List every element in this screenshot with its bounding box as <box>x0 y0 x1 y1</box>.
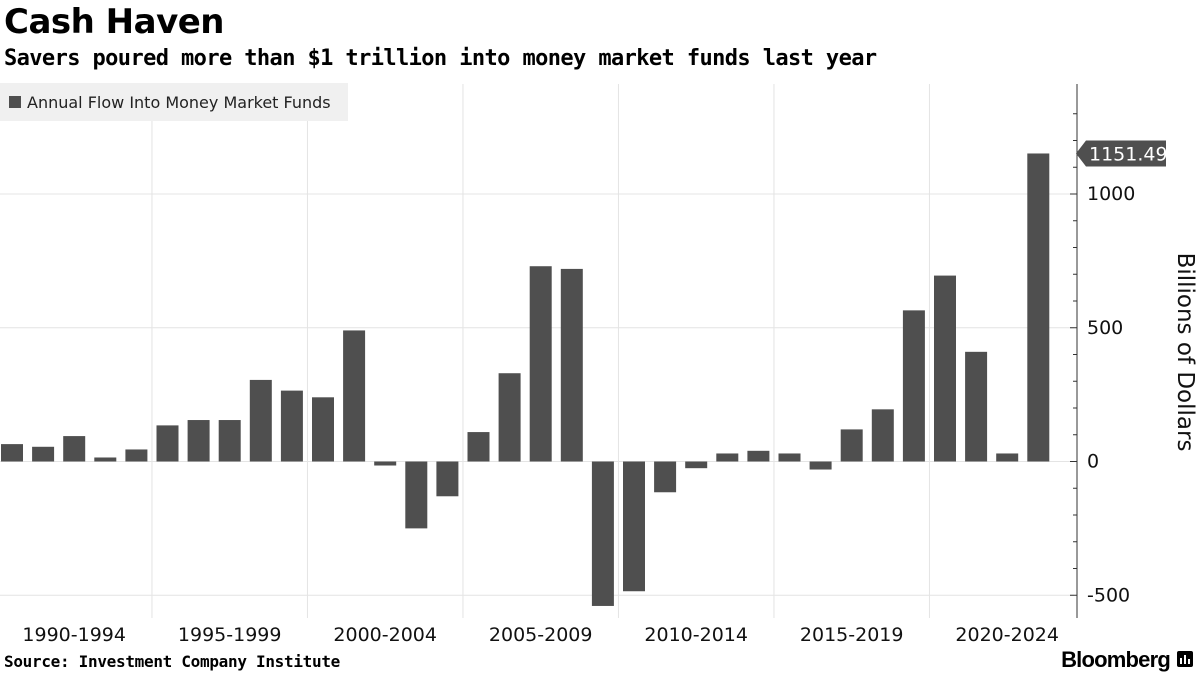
x-tick-label: 2005-2009 <box>489 624 593 646</box>
bar-2001 <box>343 330 366 462</box>
bar-2005 <box>467 432 490 462</box>
bar-1997 <box>218 420 241 462</box>
bar-1992 <box>63 436 86 462</box>
x-tick-label: 2010-2014 <box>644 624 748 646</box>
bar-2020 <box>934 275 956 462</box>
x-tick-label: 2000-2004 <box>333 624 437 646</box>
x-tick-label: 1990-1994 <box>22 624 126 646</box>
chart-legend: Annual Flow Into Money Market Funds <box>0 83 348 121</box>
legend-swatch <box>9 96 21 108</box>
y-tick-label: 0 <box>1087 451 1099 473</box>
bar-2013 <box>716 453 739 462</box>
chart-title: Cash Haven <box>4 2 225 42</box>
bar-2004 <box>436 461 459 497</box>
last-value-label: 1151.49 <box>1089 143 1168 165</box>
y-tick-label: -500 <box>1087 584 1130 606</box>
bloomberg-bars-icon <box>1177 651 1193 667</box>
bar-2012 <box>685 461 708 469</box>
bar-2002 <box>374 461 397 466</box>
x-tick-label: 1995-1999 <box>178 624 282 646</box>
bar-2010 <box>623 461 645 592</box>
bar-1995 <box>156 425 179 462</box>
bar-2021 <box>965 351 988 462</box>
last-value-callout <box>1076 140 1166 167</box>
bar-2015 <box>778 453 801 462</box>
bar-1999 <box>280 390 303 462</box>
bar-2019 <box>902 310 925 462</box>
bar-2016 <box>809 461 832 470</box>
y-axis-title: Billions of Dollars <box>1172 253 1198 452</box>
bar-2000 <box>312 397 334 462</box>
x-tick-label: 2015-2019 <box>800 624 904 646</box>
bar-2008 <box>560 268 583 462</box>
bar-2006 <box>498 373 521 462</box>
legend-label: Annual Flow Into Money Market Funds <box>27 92 331 112</box>
bar-2022 <box>996 453 1019 462</box>
bar-2011 <box>654 461 677 493</box>
y-tick-label: 1000 <box>1087 183 1135 205</box>
bar-2014 <box>747 450 770 462</box>
bar-1991 <box>32 446 55 462</box>
source-note: Source: Investment Company Institute <box>4 652 340 671</box>
bloomberg-logo: Bloomberg <box>1061 647 1171 672</box>
bar-1998 <box>249 379 272 462</box>
y-tick-label: 500 <box>1087 317 1123 339</box>
chart-subtitle: Savers poured more than $1 trillion into… <box>4 46 877 71</box>
bar-2009 <box>591 461 614 606</box>
bar-2023 <box>1027 153 1050 462</box>
bar-2003 <box>405 461 428 529</box>
bar-2017 <box>840 429 863 462</box>
bar-1994 <box>125 449 148 462</box>
bar-2018 <box>871 409 894 462</box>
bar-2007 <box>529 266 552 462</box>
bar-1996 <box>187 420 210 462</box>
bar-1993 <box>94 457 117 462</box>
x-tick-label: 2020-2024 <box>955 624 1059 646</box>
bar-1990 <box>1 444 23 462</box>
